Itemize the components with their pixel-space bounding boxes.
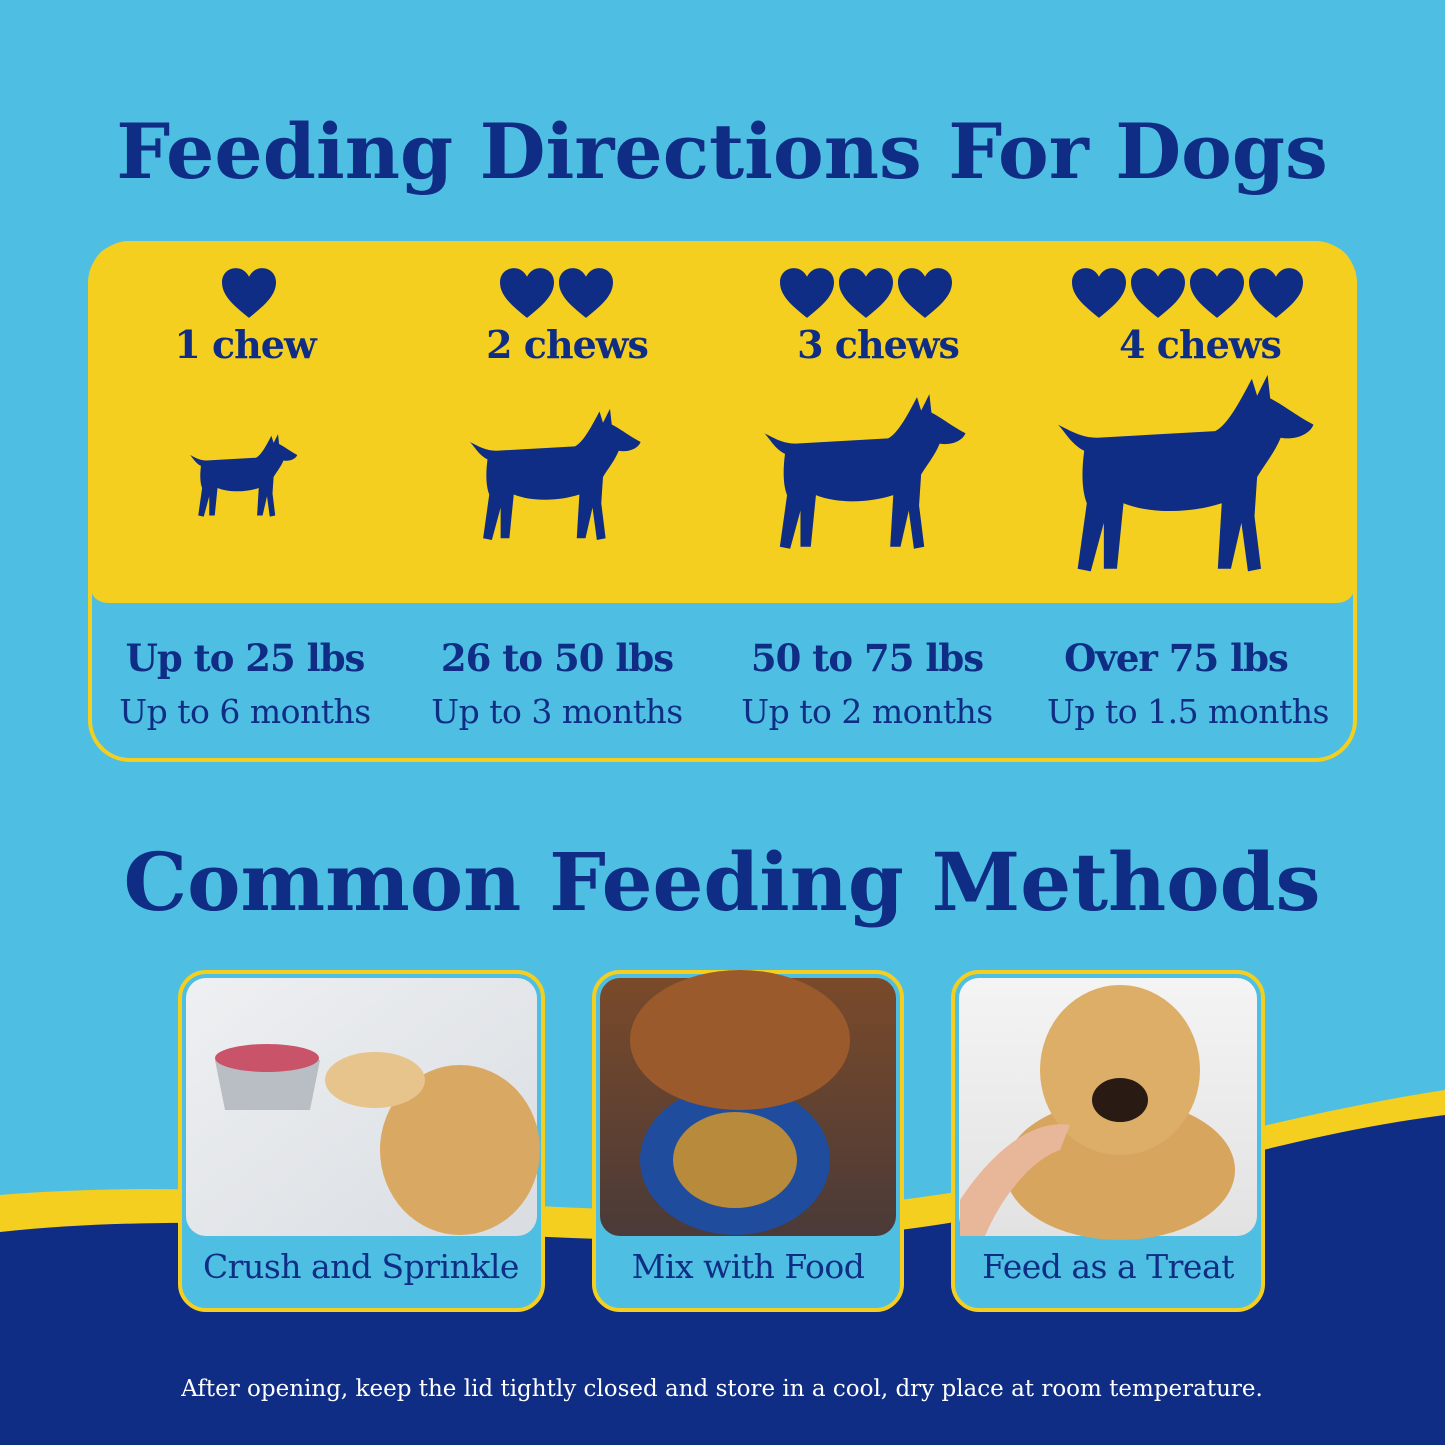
methods-title: Common Feeding Methods [123,835,1320,929]
weight-label: 26 to 50 lbs [441,636,673,680]
dose-label: 1 chew [174,322,318,367]
dose-label: 2 chews [486,322,648,367]
dose-label: 4 chews [1119,322,1281,367]
method-card: Crush and Sprinkle [178,970,545,1312]
method-label: Crush and Sprinkle [203,1247,519,1286]
duration-label: Up to 3 months [431,692,682,731]
method-card: Mix with Food [592,970,904,1312]
footer-note: After opening, keep the lid tightly clos… [180,1376,1263,1402]
duration-label: Up to 2 months [741,692,992,731]
panel-top [90,243,1355,603]
weight-label: 50 to 75 lbs [751,636,983,680]
method-card: Feed as a Treat [951,970,1265,1312]
method-label: Mix with Food [632,1247,865,1286]
weight-label: Over 75 lbs [1064,636,1288,680]
method-label: Feed as a Treat [982,1247,1234,1286]
weight-label: Up to 25 lbs [126,636,365,680]
title: Feeding Directions For Dogs [116,107,1328,196]
duration-label: Up to 6 months [119,692,370,731]
dose-label: 3 chews [797,322,959,367]
duration-label: Up to 1.5 months [1047,692,1329,731]
